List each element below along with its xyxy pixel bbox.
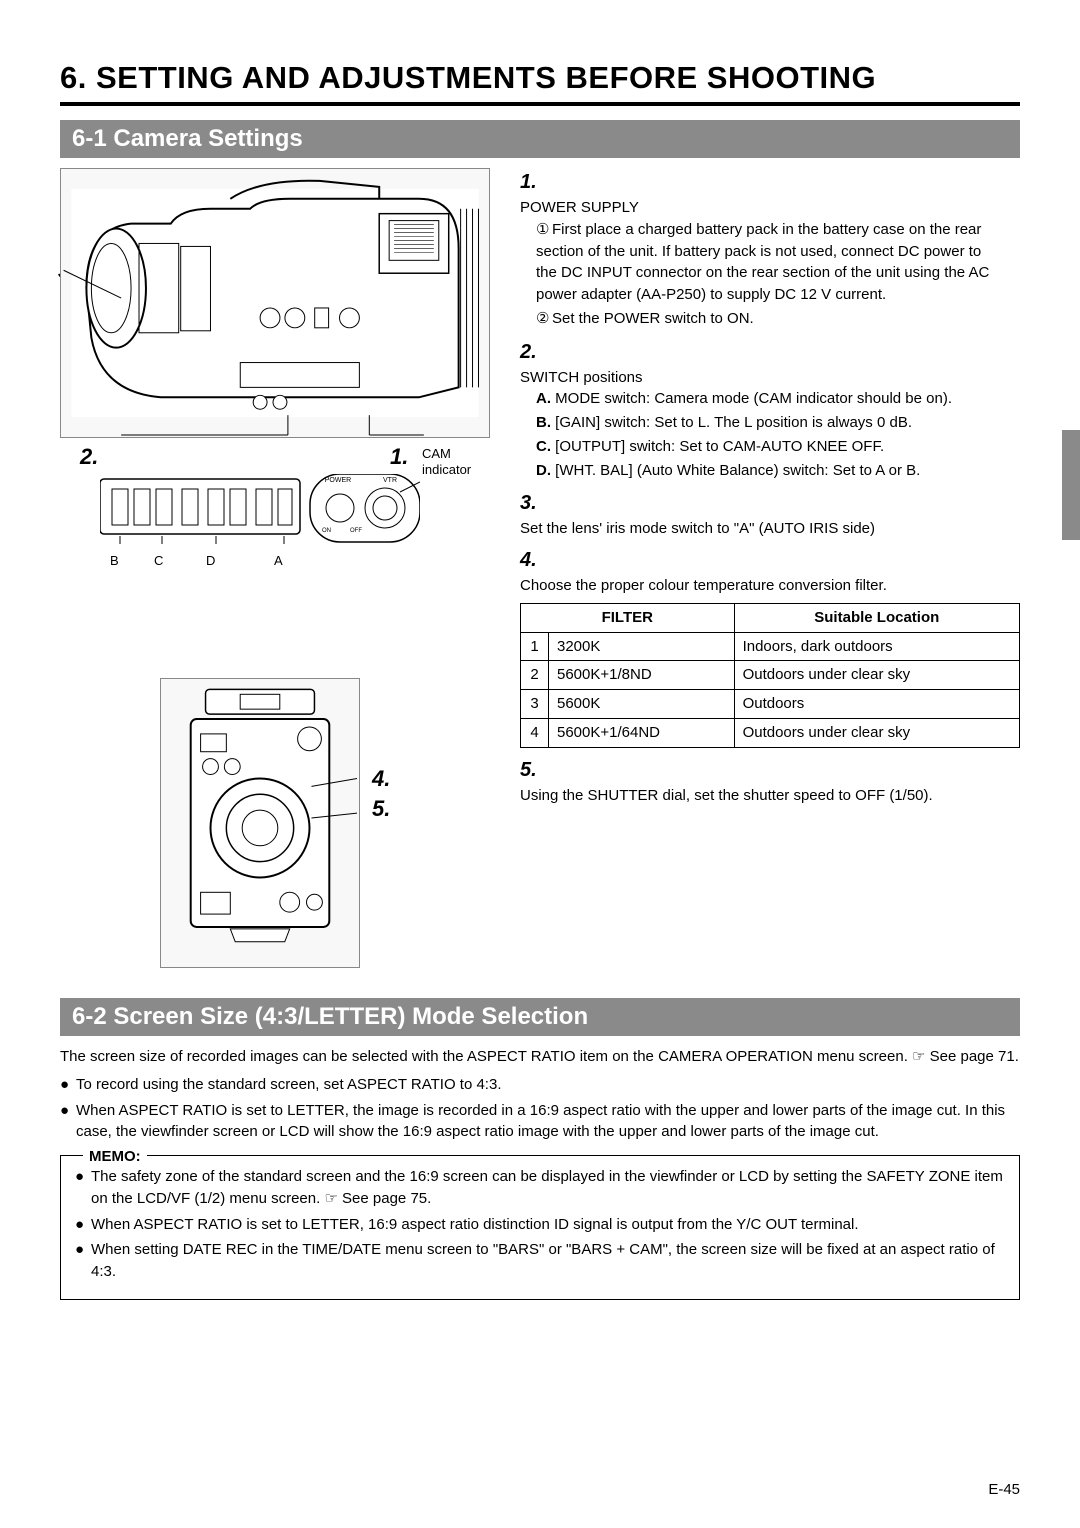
memo-box: MEMO: ●The safety zone of the standard s… xyxy=(60,1155,1020,1300)
step2-d: [WHT. BAL] (Auto White Balance) switch: … xyxy=(555,462,920,479)
bullet-1: To record using the standard screen, set… xyxy=(76,1074,502,1096)
step2-a: MODE switch: Camera mode (CAM indicator … xyxy=(555,390,952,407)
step1-sub2: Set the POWER switch to ON. xyxy=(552,310,754,327)
step2-c: [OUTPUT] switch: Set to CAM-AUTO KNEE OF… xyxy=(555,438,884,455)
filter-table: FILTER Suitable Location 13200KIndoors, … xyxy=(520,603,1020,748)
section-6-2-title: 6-2 Screen Size (4:3/LETTER) Mode Select… xyxy=(60,998,1020,1036)
step1-title: POWER SUPPLY xyxy=(520,199,639,216)
callout-2: 2. xyxy=(80,444,98,470)
letter-d: D xyxy=(206,553,274,568)
side-tab xyxy=(1062,430,1080,540)
table-row: 35600KOutdoors xyxy=(521,690,1020,719)
memo-3: When setting DATE REC in the TIME/DATE m… xyxy=(91,1239,1005,1283)
table-row: 13200KIndoors, dark outdoors xyxy=(521,632,1020,661)
callout-5: 5. xyxy=(372,796,390,822)
step1-sub1: First place a charged battery pack in th… xyxy=(536,221,989,303)
chapter-title: 6. SETTING AND ADJUSTMENTS BEFORE SHOOTI… xyxy=(60,60,1020,106)
filter-col-filter: FILTER xyxy=(521,603,735,632)
page-number: E-45 xyxy=(988,1481,1020,1498)
step4-num: 4. xyxy=(520,546,544,575)
section-6-1-title: 6-1 Camera Settings xyxy=(60,120,1020,158)
step4-text: Choose the proper colour temperature con… xyxy=(520,575,992,597)
callout-1: 1. xyxy=(390,444,408,470)
svg-text:OFF: OFF xyxy=(350,528,362,534)
section62-intro: The screen size of recorded images can b… xyxy=(60,1046,1020,1068)
step3-num: 3. xyxy=(520,489,544,518)
memo-label: MEMO: xyxy=(83,1146,147,1168)
bullet-2: When ASPECT RATIO is set to LETTER, the … xyxy=(76,1100,1020,1144)
step2-b: [GAIN] switch: Set to L. The L position … xyxy=(555,414,912,431)
memo-2: When ASPECT RATIO is set to LETTER, 16:9… xyxy=(91,1214,859,1236)
letter-b: B xyxy=(110,553,154,568)
switch-panel-diagram: POWER VTR ON OFF xyxy=(100,474,420,544)
step3-text: Set the lens' iris mode switch to "A" (A… xyxy=(520,518,992,540)
step2-num: 2. xyxy=(520,338,544,367)
svg-text:POWER: POWER xyxy=(325,477,351,484)
memo-1: The safety zone of the standard screen a… xyxy=(91,1166,1005,1210)
filter-col-loc: Suitable Location xyxy=(734,603,1019,632)
camera-side-diagram xyxy=(60,168,490,438)
cam-label: CAM xyxy=(422,446,451,461)
callout-4: 4. xyxy=(372,766,390,792)
table-row: 25600K+1/8NDOutdoors under clear sky xyxy=(521,661,1020,690)
svg-text:ON: ON xyxy=(322,528,331,534)
svg-text:VTR: VTR xyxy=(383,477,397,484)
step5-num: 5. xyxy=(520,756,544,785)
letter-a: A xyxy=(274,553,283,568)
step5-text: Using the SHUTTER dial, set the shutter … xyxy=(520,785,992,807)
table-row: 45600K+1/64NDOutdoors under clear sky xyxy=(521,718,1020,747)
letter-c: C xyxy=(154,553,206,568)
step1-num: 1. xyxy=(520,168,544,197)
camera-front-diagram xyxy=(160,678,360,968)
step2-title: SWITCH positions xyxy=(520,369,643,386)
section62-bullets: ●To record using the standard screen, se… xyxy=(60,1074,1020,1143)
